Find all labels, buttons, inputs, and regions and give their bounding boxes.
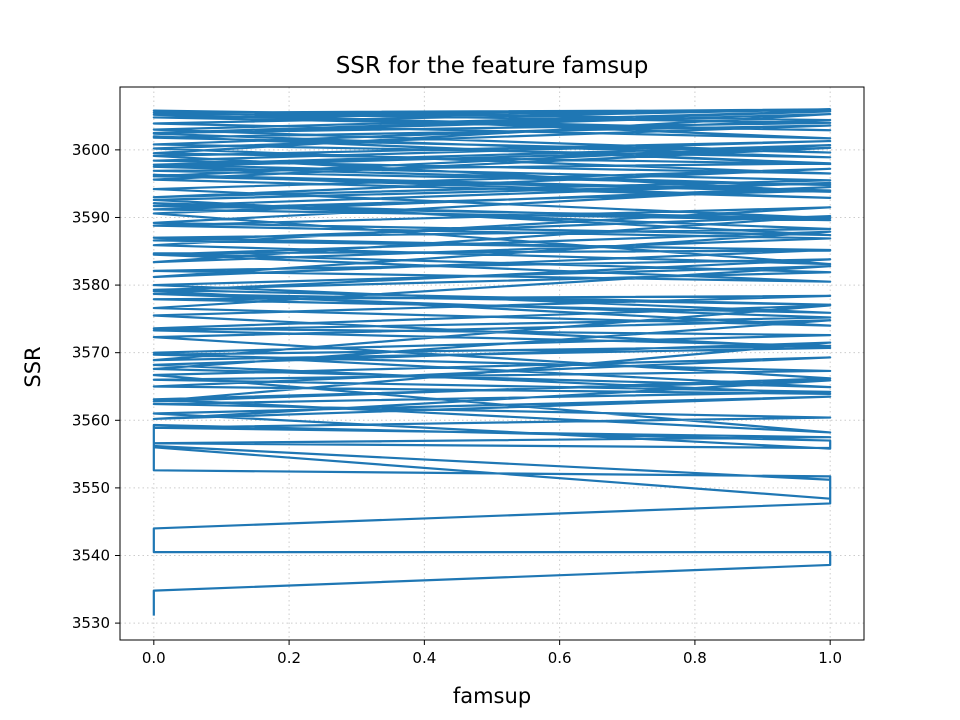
x-tick-label: 1.0 [818, 649, 842, 667]
chart-title: SSR for the feature famsup [336, 53, 649, 79]
x-tick-label: 0.0 [142, 649, 166, 667]
series-line [152, 108, 832, 616]
y-axis-label: SSR [21, 346, 45, 387]
y-tick-label: 3580 [72, 276, 110, 294]
x-tick-label: 0.2 [277, 649, 301, 667]
x-tick-label: 0.4 [412, 649, 436, 667]
data-series [152, 108, 832, 616]
y-tick-label: 3590 [72, 208, 110, 226]
x-axis-label: famsup [453, 684, 531, 708]
x-tick-label: 0.6 [548, 649, 572, 667]
plot-frame [119, 86, 865, 641]
y-tick-label: 3570 [72, 344, 110, 362]
x-tick-label: 0.8 [683, 649, 707, 667]
y-tick-label: 3560 [72, 411, 110, 429]
y-tick-label: 3550 [72, 479, 110, 497]
y-tick-label: 3530 [72, 614, 110, 632]
y-tick-label: 3600 [72, 141, 110, 159]
axis-ticks: 0.0 0.2 0.4 0.6 0.8 1.0 3530 3540 3550 3560 3570 35… [72, 141, 842, 667]
y-tick-label: 3540 [72, 546, 110, 564]
